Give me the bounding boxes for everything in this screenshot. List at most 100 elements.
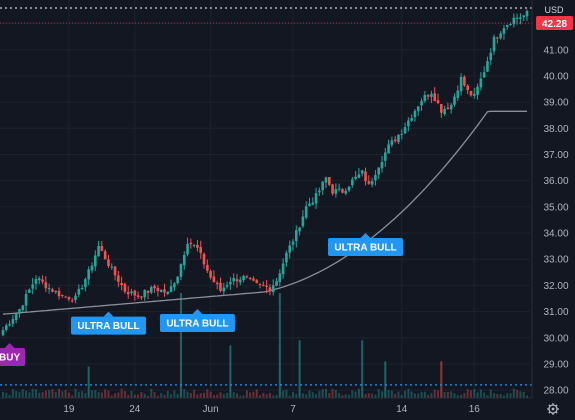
- candle-body: [176, 276, 179, 284]
- gear-icon[interactable]: [547, 403, 559, 415]
- volume-bar: [275, 394, 278, 398]
- candle-body: [265, 285, 268, 288]
- candle-body: [140, 296, 143, 298]
- candle-body: [252, 278, 255, 281]
- volume-bar: [81, 391, 84, 398]
- volume-bar: [479, 389, 482, 398]
- candle-body: [423, 94, 427, 102]
- candle-body: [113, 266, 117, 276]
- volume-bar: [390, 390, 393, 398]
- candle-body: [225, 285, 229, 287]
- volume-bar: [496, 394, 499, 398]
- gear-tooth: [548, 404, 551, 407]
- last-price-tag: 42.28: [536, 16, 573, 30]
- candle-body: [166, 291, 170, 294]
- volume-bar: [285, 389, 288, 398]
- candle-body: [189, 242, 193, 245]
- candle-body: [110, 266, 114, 268]
- volume-bar: [87, 366, 90, 398]
- candlesticks: [1, 9, 529, 337]
- candle-body: [387, 144, 390, 154]
- candle-body: [522, 15, 526, 18]
- candle-body: [519, 17, 522, 19]
- gear-icon-hub: [551, 407, 555, 411]
- last-price-tag-bg: [536, 16, 573, 30]
- candle-body: [397, 134, 400, 142]
- volume-bar: [127, 394, 130, 398]
- volume-bar: [413, 393, 416, 398]
- volume-bar: [8, 395, 11, 398]
- candle-body: [453, 96, 456, 105]
- candle-body: [416, 106, 420, 111]
- signal-label: ULTRA BULL: [166, 318, 228, 329]
- candle-body: [242, 275, 245, 281]
- candle-body: [54, 290, 58, 293]
- volume-bar: [473, 389, 476, 398]
- candle-body: [80, 287, 84, 289]
- volume-bar: [25, 390, 28, 398]
- candle-body: [285, 252, 288, 263]
- volume-bar: [348, 394, 351, 398]
- candle-body: [301, 216, 305, 227]
- volume-bar: [189, 392, 192, 398]
- volume-bar: [203, 392, 206, 398]
- candle-body: [4, 325, 8, 331]
- volume-bar: [364, 393, 367, 398]
- volume-bar: [476, 392, 479, 398]
- volume-bar: [404, 390, 407, 398]
- volume-bar: [338, 392, 341, 398]
- volume-bar: [209, 391, 212, 398]
- volume-bar: [361, 340, 364, 398]
- candle-body: [420, 100, 423, 106]
- volume-bar: [206, 389, 209, 398]
- volume-bar: [262, 392, 265, 398]
- volume-bar: [295, 393, 298, 398]
- volume-bar: [235, 393, 238, 398]
- time-tick-label: Jun: [203, 404, 219, 415]
- price-axis[interactable]: [532, 0, 575, 420]
- volume-bar: [48, 390, 51, 398]
- volume-bar: [212, 395, 215, 398]
- volume-bar: [328, 393, 331, 398]
- candle-body: [196, 244, 199, 248]
- signal-pointer: [360, 233, 371, 239]
- candle-body: [275, 281, 278, 286]
- price-tick-label: 36.00: [543, 176, 568, 187]
- candle-body: [357, 174, 361, 178]
- volume-bar: [143, 393, 146, 398]
- candle-body: [295, 230, 298, 241]
- candle-body: [321, 181, 324, 191]
- candle-body: [212, 276, 216, 283]
- volume-bar: [466, 389, 469, 398]
- candle-body: [413, 110, 417, 118]
- volume-bar: [509, 393, 512, 398]
- price-tick-label: 31.00: [543, 307, 568, 318]
- candle-body: [271, 285, 275, 293]
- volume-bar: [357, 388, 360, 398]
- candle-body: [206, 264, 209, 271]
- gear-tooth: [555, 404, 558, 407]
- volume-bar: [229, 345, 232, 398]
- volume-bar: [61, 391, 64, 398]
- time-axis[interactable]: [0, 398, 575, 420]
- volume-bar: [219, 392, 222, 398]
- volume-bar: [499, 394, 502, 398]
- candle-body: [410, 118, 413, 121]
- volume-bar: [516, 389, 519, 398]
- volume-bar: [443, 392, 446, 398]
- candle-body: [51, 289, 54, 292]
- volume-bar: [397, 391, 400, 398]
- candle-body: [367, 181, 371, 184]
- volume-bar: [77, 391, 80, 398]
- price-tick-label: 29.00: [543, 359, 568, 370]
- candle-body: [21, 305, 25, 310]
- volume-bar: [133, 394, 136, 398]
- candle-body: [459, 76, 463, 92]
- candle-body: [153, 285, 156, 289]
- signal-box: [328, 238, 404, 257]
- volume-bar: [153, 392, 156, 398]
- price-tick-label: 41.00: [543, 45, 568, 56]
- volume-bar: [51, 389, 54, 398]
- candle-body: [14, 313, 18, 321]
